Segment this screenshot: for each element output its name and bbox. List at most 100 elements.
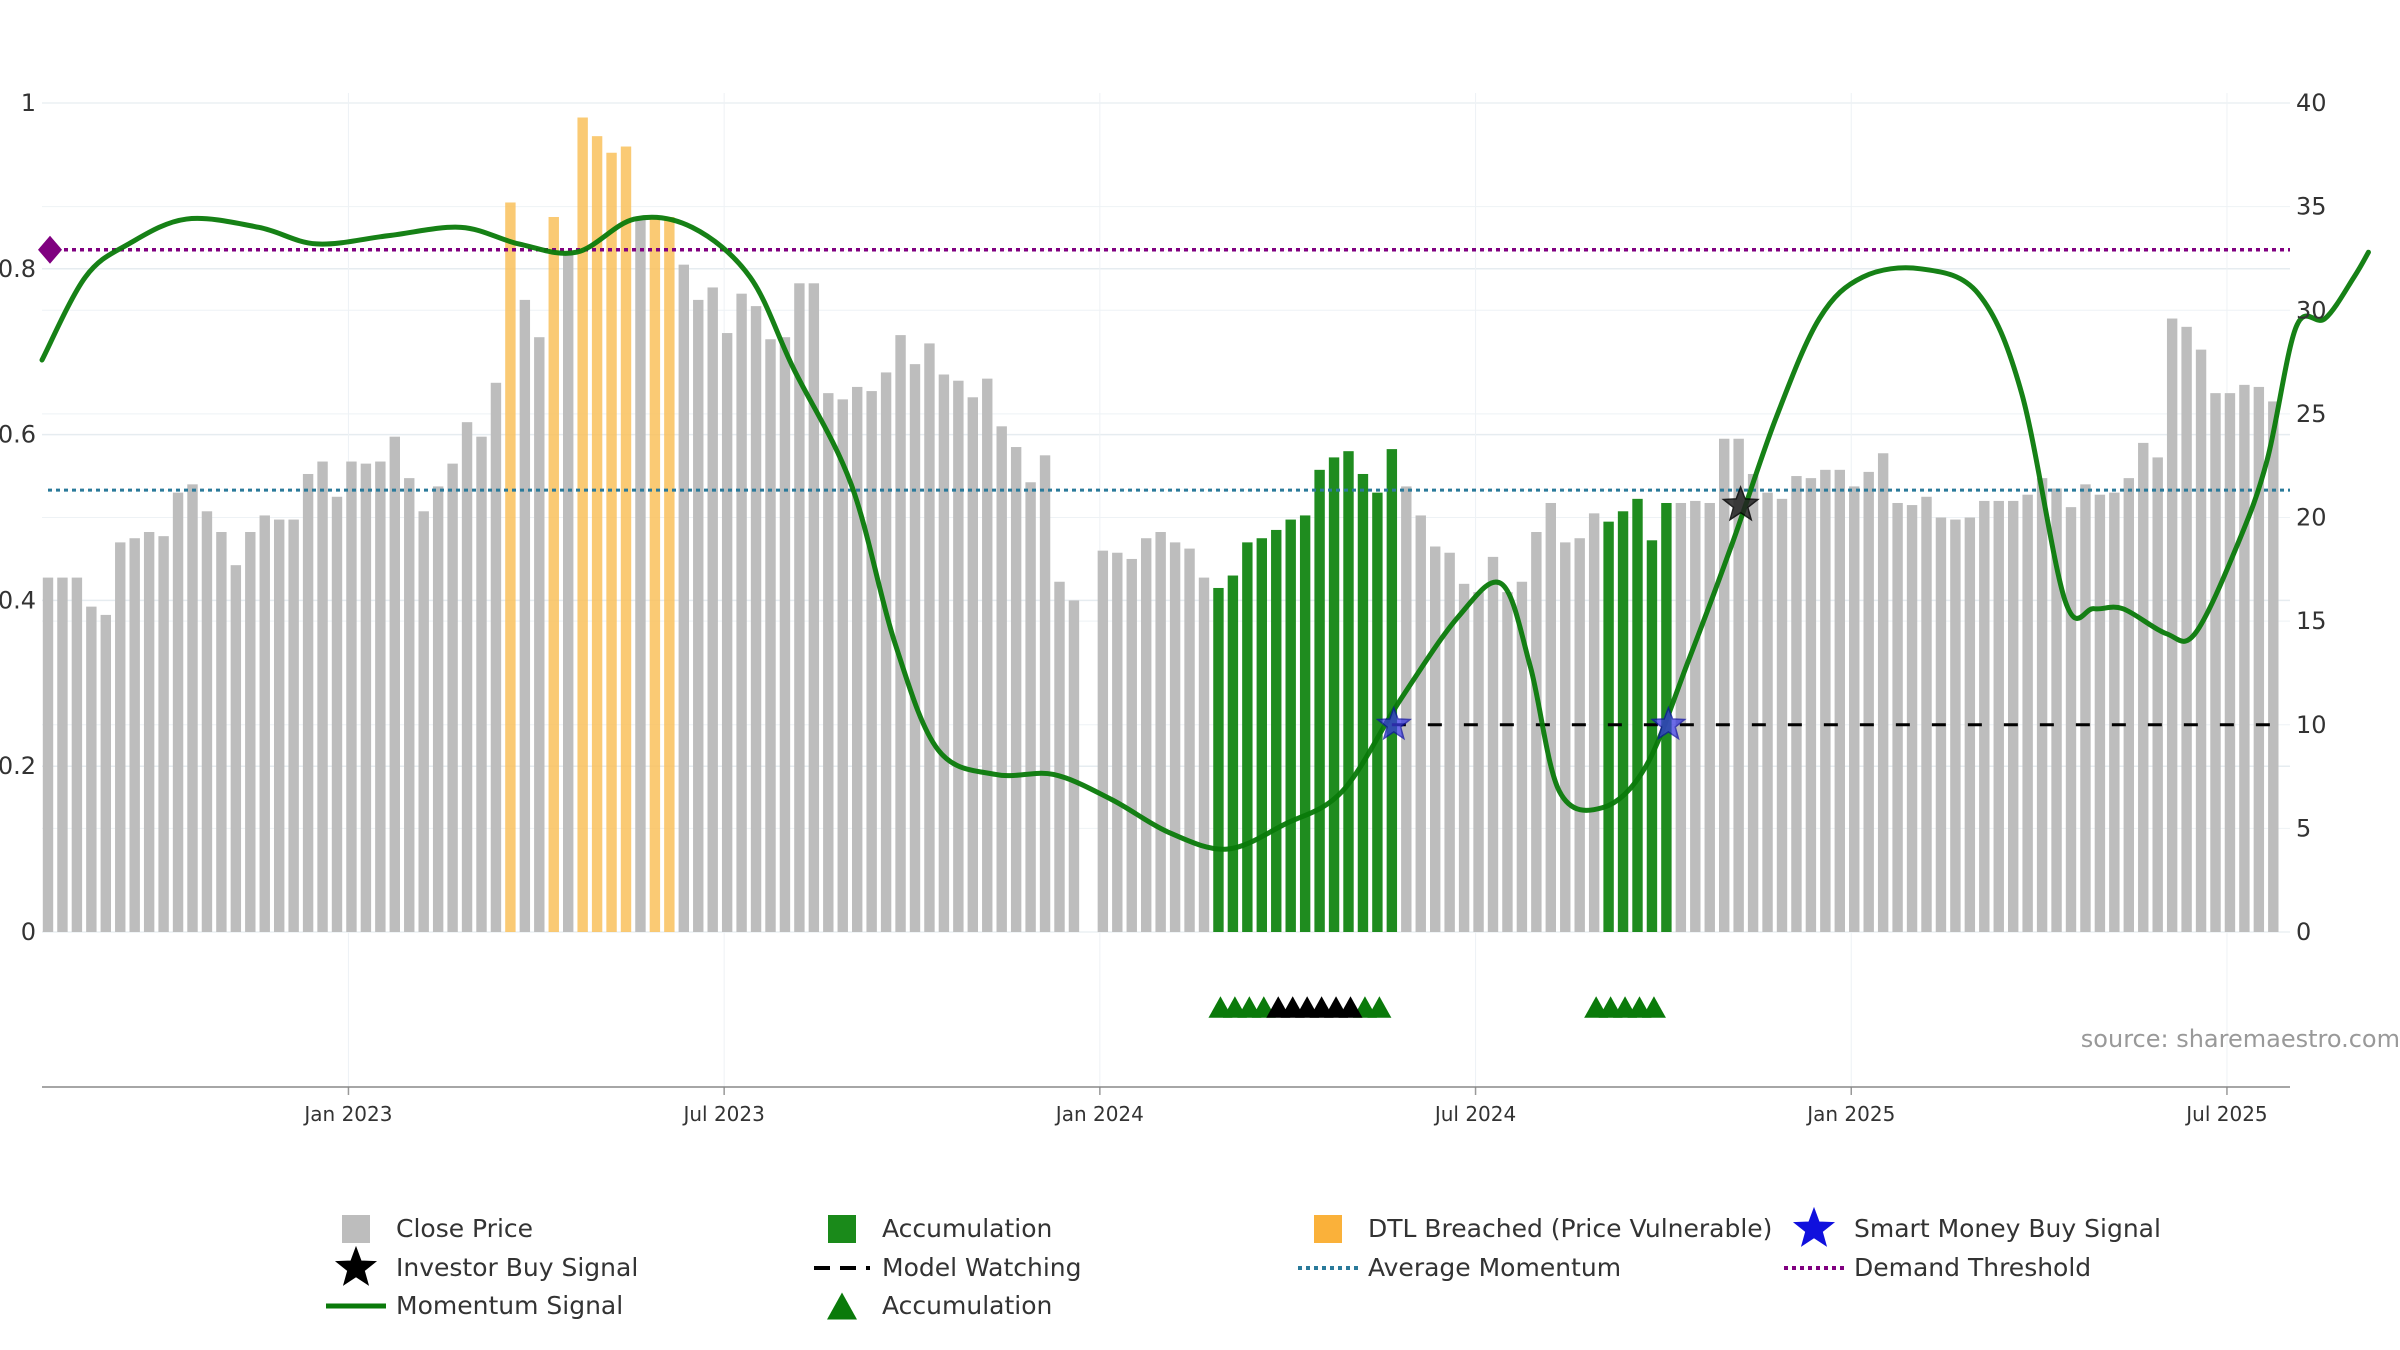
price-bar — [158, 536, 169, 932]
price-bar — [823, 393, 834, 932]
accumulation-bar — [1386, 449, 1398, 932]
price-bar — [100, 614, 112, 932]
legend-label: DTL Breached (Price Vulnerable) — [1368, 1214, 1772, 1243]
x-tick-label: Jan 2024 — [1054, 1102, 1144, 1126]
price-bar — [2253, 386, 2265, 932]
legend-item: Demand Threshold — [1784, 1253, 2091, 1282]
price-bar — [57, 577, 68, 932]
lines-layer — [39, 214, 2371, 852]
left-tick-label: 0.6 — [0, 421, 36, 449]
price-bar — [216, 532, 227, 932]
left-tick-label: 0.4 — [0, 586, 36, 614]
price-bar — [375, 461, 386, 932]
x-tick-label: Jan 2023 — [302, 1102, 392, 1126]
accumulation-triangle — [1641, 996, 1666, 1018]
price-bar — [2051, 488, 2062, 932]
price-bar — [924, 343, 935, 932]
price-bar — [1502, 592, 1513, 932]
price-bar — [2268, 401, 2279, 932]
markers-layer — [38, 235, 1760, 1018]
accumulation-bar — [1285, 519, 1296, 932]
left-tick-label: 0.8 — [0, 255, 36, 283]
legend-label: Model Watching — [882, 1253, 1082, 1282]
price-bar — [1169, 542, 1181, 932]
dtl-breached-bar — [577, 117, 588, 932]
price-bar — [1487, 556, 1499, 932]
price-bar — [1820, 469, 1831, 932]
legend-label: Smart Money Buy Signal — [1854, 1214, 2161, 1243]
smart-money-buy-star — [1375, 705, 1413, 741]
accumulation-bar — [1343, 451, 1354, 932]
price-bar — [1054, 581, 1065, 932]
legend-swatch-star — [334, 1245, 378, 1286]
price-bar — [1863, 471, 1874, 932]
price-bar — [562, 252, 574, 933]
dtl-breached-bar — [664, 216, 675, 933]
price-bar — [1010, 447, 1022, 932]
price-bar — [808, 283, 820, 932]
price-bar — [288, 519, 299, 932]
price-bar — [519, 299, 531, 932]
accumulation-bar — [1242, 542, 1253, 932]
price-bar — [880, 372, 892, 932]
smart-money-buy-star — [1650, 705, 1687, 741]
price-bar — [201, 511, 213, 932]
price-bar — [2138, 442, 2149, 932]
legend-item: Close Price — [342, 1214, 533, 1243]
price-bar — [1155, 532, 1166, 932]
right-tick-label: 0 — [2296, 918, 2311, 946]
x-tick-label: Jul 2024 — [1433, 1102, 1516, 1126]
price-bar — [2022, 494, 2033, 932]
price-bar — [895, 335, 906, 932]
investor-buy-star — [1721, 484, 1760, 522]
accumulation-triangle — [1367, 996, 1392, 1018]
legend-item: Smart Money Buy Signal — [1792, 1206, 2161, 1247]
right-tick-label: 25 — [2296, 400, 2327, 428]
price-bar — [1473, 592, 1484, 932]
price-bar — [2007, 500, 2019, 932]
legend-label: Momentum Signal — [396, 1291, 623, 1320]
legend-item: Investor Buy Signal — [334, 1245, 638, 1286]
price-bar — [476, 436, 487, 932]
price-bar — [2123, 478, 2135, 932]
legend-item: Model Watching — [814, 1253, 1082, 1282]
accumulation-bar — [1646, 540, 1658, 932]
dtl-breached-bar — [649, 216, 661, 933]
price-bar — [2152, 457, 2163, 932]
price-bar — [707, 287, 718, 932]
price-bar — [1574, 538, 1585, 932]
right-tick-label: 35 — [2296, 193, 2327, 221]
legend-label: Average Momentum — [1368, 1253, 1621, 1282]
price-bar — [1747, 473, 1759, 932]
price-bar — [418, 511, 429, 932]
price-bar — [1690, 500, 1701, 932]
price-bar — [187, 484, 198, 932]
legend-swatch-square — [1314, 1215, 1342, 1243]
price-bar — [1704, 502, 1715, 932]
price-bar — [721, 333, 733, 932]
price-bar — [866, 391, 877, 932]
price-bar — [129, 538, 140, 932]
price-bar — [1140, 538, 1152, 932]
price-bar — [230, 565, 242, 932]
accumulation-bar — [1299, 515, 1311, 932]
legend-label: Accumulation — [882, 1214, 1052, 1243]
price-bar — [1112, 552, 1123, 932]
accumulation-bar — [1213, 587, 1224, 932]
price-bar — [1184, 548, 1195, 932]
price-bar — [447, 463, 458, 932]
price-bar — [1588, 513, 1600, 932]
price-bar — [1950, 519, 1961, 932]
price-bar — [2109, 492, 2120, 932]
price-bar — [71, 577, 83, 932]
price-bar — [1560, 542, 1571, 932]
accumulation-bar — [1314, 469, 1325, 932]
price-bar — [172, 492, 184, 932]
price-bar — [2094, 494, 2106, 932]
price-bar — [794, 283, 805, 932]
price-bar — [259, 515, 270, 932]
price-bar — [273, 519, 285, 932]
price-bar — [1531, 532, 1542, 932]
price-bar — [86, 606, 97, 932]
